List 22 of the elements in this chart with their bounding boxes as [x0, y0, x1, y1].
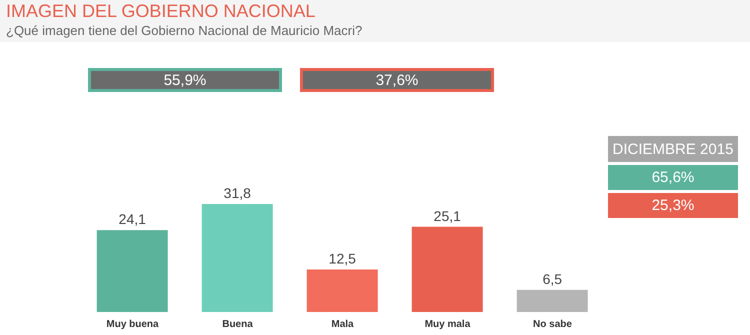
data-label: 12,5	[328, 250, 356, 267]
data-label: 6,5	[542, 270, 562, 287]
x-tick-label: Buena	[222, 319, 254, 330]
x-tick-label: Muy mala	[424, 319, 471, 330]
x-tick-label: No sabe	[533, 319, 572, 330]
bar	[306, 270, 378, 312]
bar	[202, 204, 273, 312]
text: DICIEMBRE 2015	[608, 136, 738, 162]
data-label: 24,1	[118, 211, 146, 228]
bar	[516, 290, 588, 312]
bar	[412, 226, 483, 312]
bar	[96, 230, 168, 312]
chart-subtitle: ¿Qué imagen tiene del Gobierno Nacional de Mauricio Macri?	[6, 23, 362, 38]
x-tick-label: Mala	[331, 319, 354, 330]
text: 65,6%	[608, 165, 738, 190]
x-tick-label: Muy buena	[106, 319, 160, 330]
text: 55,9%	[88, 68, 282, 92]
text: 25,3%	[608, 193, 738, 218]
data-label: 25,1	[434, 208, 462, 224]
data-label: 31,8	[224, 185, 252, 201]
chart-title: IMAGEN DEL GOBIERNO NACIONAL	[6, 1, 316, 22]
text: 37,6%	[300, 68, 494, 92]
